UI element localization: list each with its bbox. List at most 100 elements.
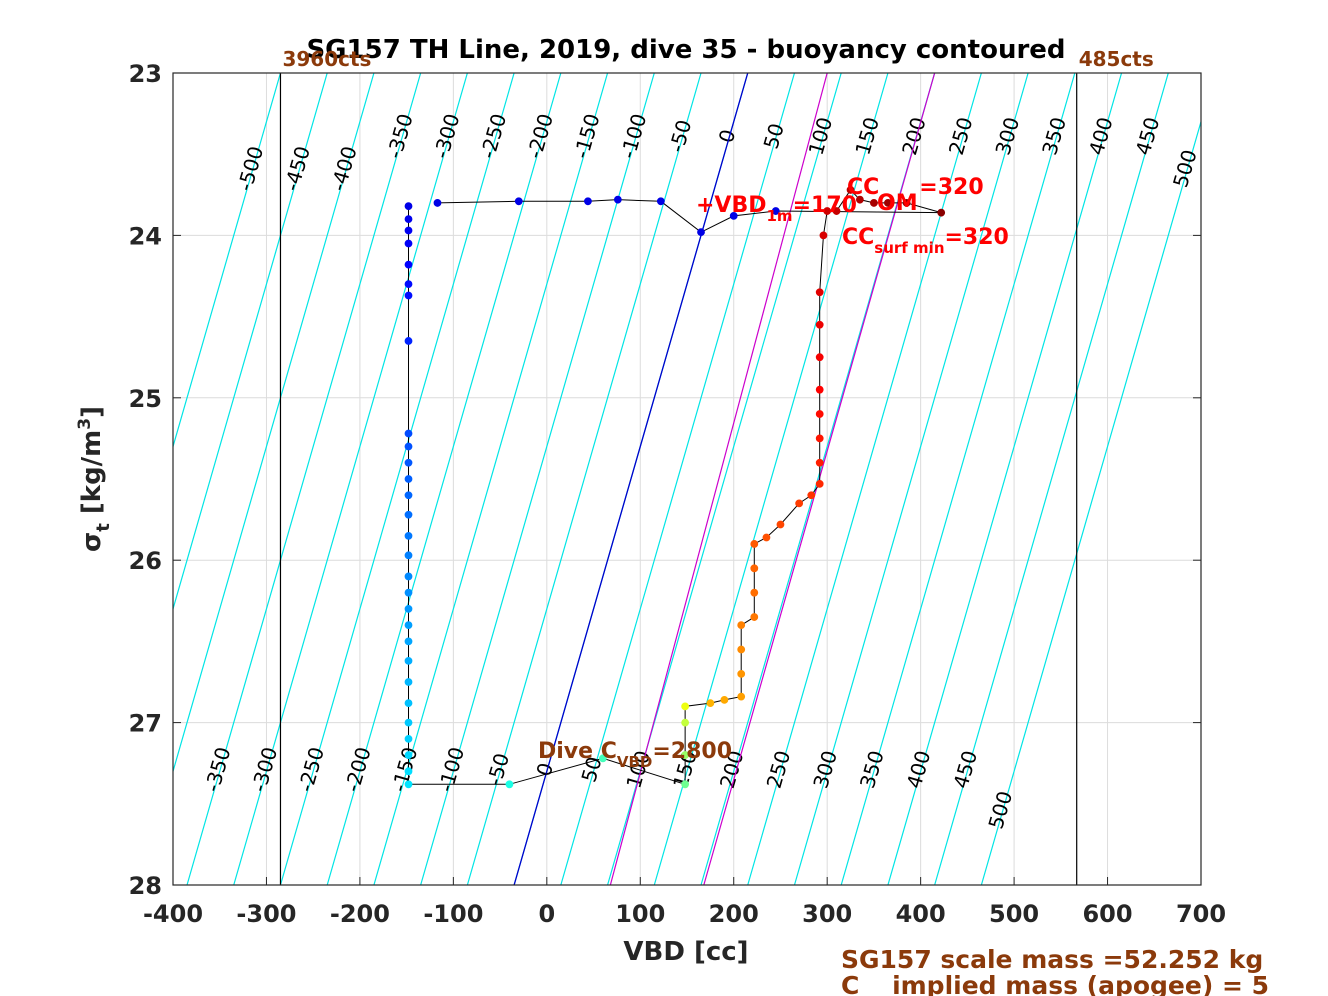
- contour-label-top: 200: [897, 114, 931, 157]
- data-point: [404, 291, 413, 300]
- data-point: [750, 540, 759, 548]
- y-tick-label: 28: [129, 872, 162, 900]
- contour-label-bottom: 450: [948, 748, 982, 791]
- data-point: [404, 551, 413, 560]
- data-point: [855, 195, 864, 204]
- cc-surf-min-annotation: CCsurf min=320: [842, 225, 1009, 257]
- contour-label-bottom: 350: [855, 748, 889, 791]
- data-point: [776, 520, 785, 529]
- buoyancy-contour-line: [233, 73, 468, 885]
- data-point: [404, 337, 413, 345]
- contour-label-bottom: 250: [762, 748, 796, 791]
- x-tick-label: 500: [989, 900, 1039, 928]
- data-point: [815, 410, 824, 418]
- data-point: [737, 692, 746, 701]
- data-point: [404, 621, 413, 630]
- data-point: [404, 239, 413, 248]
- data-point: [819, 231, 828, 240]
- contour-label-top: -450: [279, 143, 315, 193]
- data-point: [433, 199, 442, 207]
- data-point: [404, 572, 413, 581]
- data-point: [404, 767, 413, 776]
- data-point: [697, 228, 705, 237]
- x-tick-label: 0: [538, 900, 555, 928]
- data-point: [750, 613, 759, 621]
- contour-label-bottom: 500: [984, 788, 1018, 831]
- contour-labels: -500 -450 -400-350 -300 -250 -200 -150 -100 -50 0…: [200, 111, 1202, 832]
- buoyancy-contour-line: [173, 73, 375, 774]
- x-tick-label: -200: [330, 900, 390, 928]
- data-point: [706, 699, 715, 708]
- data-point: [815, 479, 824, 488]
- data-point: [404, 637, 413, 646]
- data-point: [404, 491, 413, 500]
- data-point: [729, 212, 738, 220]
- x-tick-label: 400: [896, 900, 946, 928]
- data-point: [584, 197, 592, 206]
- contour-label-top: 400: [1084, 114, 1118, 157]
- y-tick-label: 23: [129, 60, 162, 88]
- contour-label-top: 50: [759, 120, 789, 151]
- data-point: [815, 434, 824, 443]
- data-point: [404, 780, 413, 789]
- contour-label-top: -300: [429, 111, 465, 161]
- contour-label-top: -150: [569, 111, 605, 161]
- data-point: [937, 208, 946, 217]
- buoyancy-contour-line: [466, 73, 702, 885]
- buoyancy-contours: [173, 73, 1201, 885]
- vbd-1m-om-label: OM: [877, 191, 918, 216]
- buoyancy-contour-line: [747, 73, 982, 885]
- data-point: [613, 195, 622, 204]
- data-point: [771, 207, 780, 215]
- contour-label-top: 450: [1131, 114, 1165, 157]
- data-point: [404, 442, 413, 451]
- data-point: [832, 207, 841, 215]
- y-axis-label: σt [kg/m3]: [75, 406, 114, 552]
- count-limit-label: 485cts: [1079, 47, 1154, 71]
- contour-label-top: -350: [382, 111, 418, 161]
- contour-label-top: 300: [991, 114, 1025, 157]
- data-point: [815, 288, 824, 297]
- contour-label-bottom: -250: [293, 744, 329, 794]
- data-point: [681, 718, 690, 727]
- data-point: [737, 621, 746, 630]
- buoyancy-contour-line: [173, 73, 328, 612]
- buoyancy-contour-line: [840, 73, 1076, 885]
- data-point: [514, 197, 523, 206]
- contour-label-top: 100: [804, 114, 838, 157]
- data-point: [870, 199, 878, 207]
- data-point: [404, 699, 413, 708]
- data-point: [807, 491, 816, 500]
- contour-label-bottom: -300: [247, 744, 283, 794]
- data-point: [795, 499, 804, 508]
- contour-label-top: 500: [1168, 147, 1202, 190]
- buoyancy-contour-line: [793, 73, 1029, 885]
- data-point: [762, 533, 771, 542]
- x-tick-label: 300: [802, 900, 852, 928]
- x-tick-label: -100: [423, 900, 483, 928]
- data-point: [404, 458, 413, 467]
- x-tick-label: 100: [615, 900, 665, 928]
- y-tick-label: 24: [129, 222, 162, 250]
- contour-label-bottom: -200: [340, 744, 376, 794]
- data-point: [404, 678, 413, 686]
- x-tick-label: -400: [143, 900, 203, 928]
- scale-mass-footer: SG157 scale mass =52.252 kg: [841, 945, 1263, 974]
- x-tick-label: 700: [1176, 900, 1226, 928]
- data-point: [404, 510, 413, 519]
- y-tick-label: 26: [129, 547, 162, 575]
- contour-label-top: -100: [616, 111, 652, 161]
- buoyancy-contour-line: [186, 73, 422, 885]
- contour-label-top: -400: [326, 143, 362, 193]
- data-point: [404, 429, 413, 438]
- buoyancy-contour-line: [173, 73, 282, 449]
- contour-label-bottom: 300: [808, 748, 842, 791]
- implied-mass-footer: C implied mass (apogee) = 5: [841, 971, 1269, 996]
- x-axis-ticks: -400 -300 -200 -100 0 100 200 300 400 500 600 700: [143, 877, 1226, 928]
- data-point: [750, 564, 759, 573]
- data-point: [681, 702, 690, 711]
- contour-label-top: 150: [850, 114, 884, 157]
- contour-label-top: -50: [664, 117, 696, 155]
- data-point: [681, 751, 690, 759]
